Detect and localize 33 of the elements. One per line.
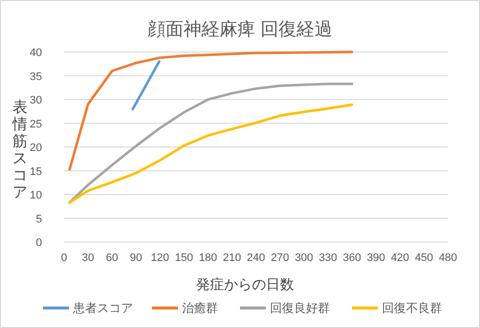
x-tick-label: 30 xyxy=(82,252,94,264)
x-tick-label: 120 xyxy=(150,252,170,264)
legend-label: 治癒群 xyxy=(182,301,218,315)
legend-label: 回復不良群 xyxy=(382,301,442,315)
x-tick-label: 480 xyxy=(438,252,458,264)
x-tick-label: 60 xyxy=(106,252,118,264)
y-tick-label: 10 xyxy=(30,190,42,202)
y-axis-title: 表情筋スコア xyxy=(12,99,28,201)
legend-label: 回復良好群 xyxy=(270,301,330,315)
x-tick-label: 300 xyxy=(294,252,314,264)
x-axis-title: 発症からの日数 xyxy=(196,276,294,292)
legend-label: 患者スコア xyxy=(72,301,133,315)
y-tick-label: 30 xyxy=(30,94,42,106)
y-tick-label: 35 xyxy=(30,70,42,83)
x-tick-label: 210 xyxy=(222,252,242,264)
y-tick-label: 40 xyxy=(30,47,42,59)
x-tick-label: 180 xyxy=(198,252,218,264)
x-tick-label: 390 xyxy=(366,252,386,264)
x-tick-label: 0 xyxy=(60,252,68,264)
x-tick-label: 240 xyxy=(246,252,266,264)
y-tick-label: 25 xyxy=(30,118,42,130)
x-tick-label: 270 xyxy=(270,252,290,264)
x-tick-label: 150 xyxy=(174,252,194,264)
y-tick-label: 20 xyxy=(30,142,42,154)
chart-title: 顔面神経麻痺 回復経過 xyxy=(147,19,333,39)
y-tick-label: 0 xyxy=(36,237,42,249)
y-tick-label: 5 xyxy=(36,213,42,226)
x-tick-label: 450 xyxy=(414,252,434,264)
x-tick-label: 330 xyxy=(318,252,338,264)
x-tick-label: 360 xyxy=(342,252,362,264)
x-tick-label: 90 xyxy=(130,252,142,264)
x-tick-label: 420 xyxy=(390,252,410,264)
y-tick-label: 15 xyxy=(30,166,42,178)
